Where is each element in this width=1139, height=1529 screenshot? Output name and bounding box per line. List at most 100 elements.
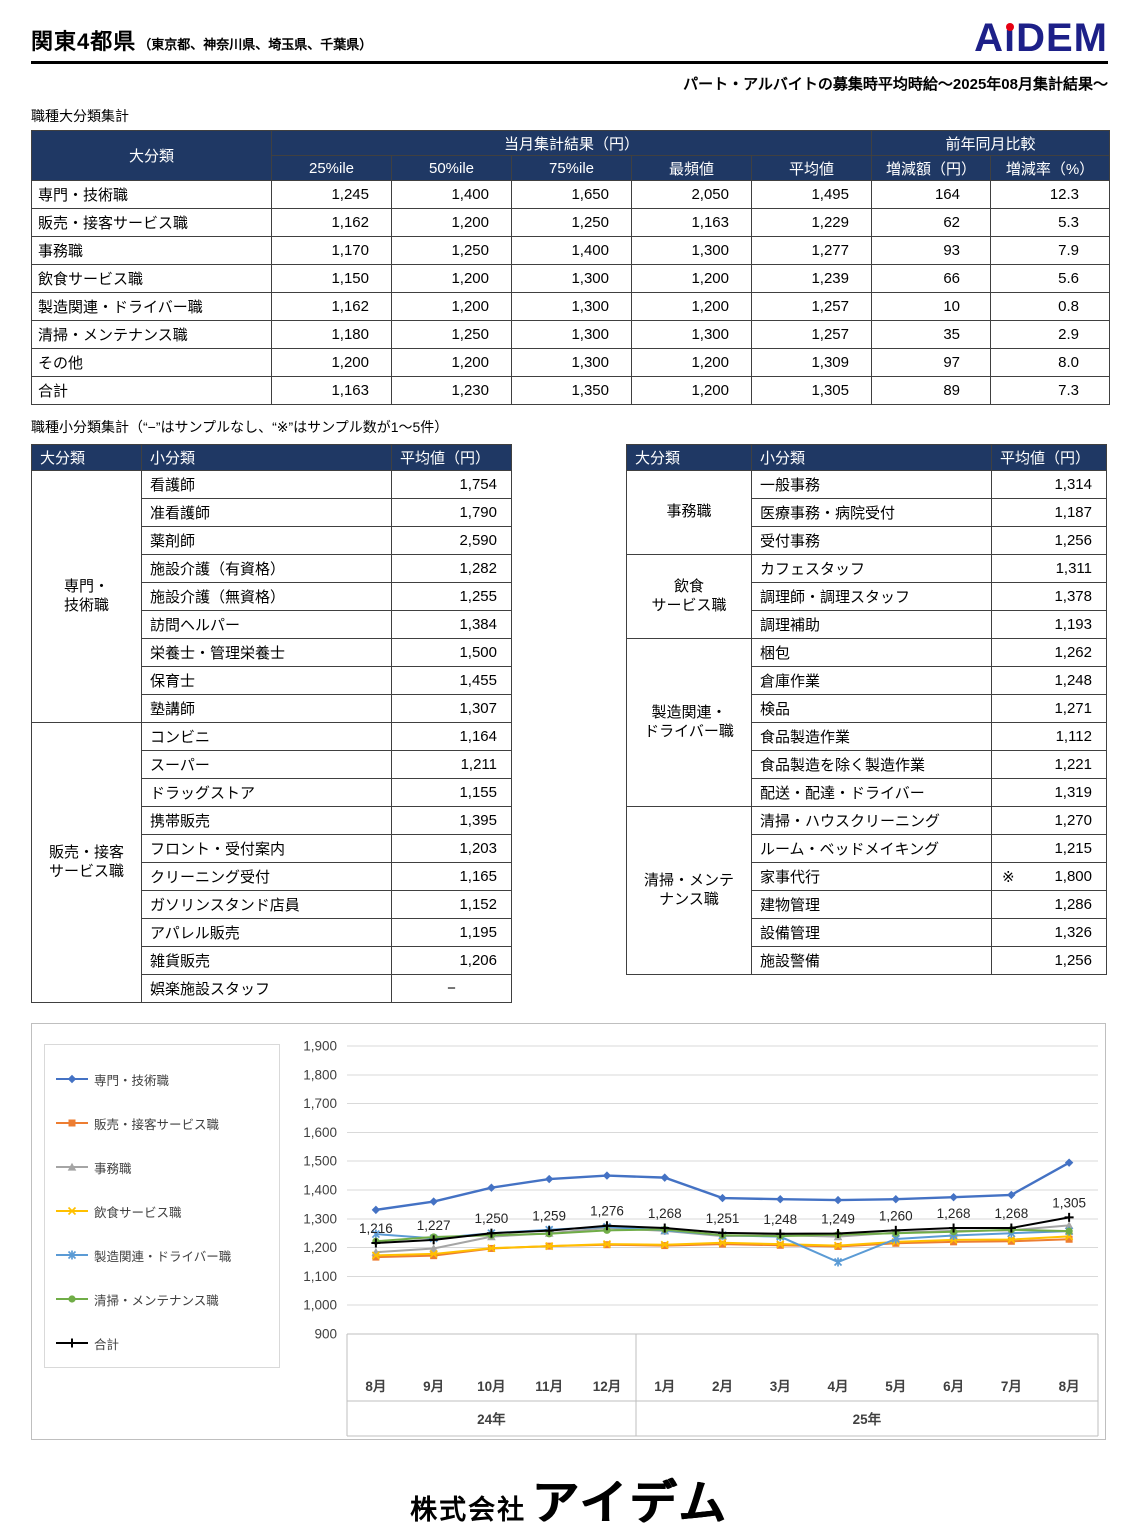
header-divider	[31, 61, 1108, 64]
value-cell: 1,230	[391, 376, 512, 405]
minor-table-row: 検品 1,271	[627, 694, 1107, 723]
aidem-logo: Aı DEM	[974, 18, 1108, 58]
value-cell: 1,309	[751, 348, 872, 377]
average-value-cell: 1,256	[991, 526, 1107, 555]
svg-text:9月: 9月	[423, 1379, 444, 1394]
value-cell: 1,200	[631, 292, 752, 321]
svg-text:4月: 4月	[828, 1379, 849, 1394]
minor-table-row: 准看護師 1,790	[32, 498, 512, 527]
major-category-table: 大分類 当月集計結果（円） 前年同月比較 25%ile 50%ile 75%ile 最…	[31, 130, 1111, 405]
report-subtitle: パート・アルバイトの募集時平均時給～2025年08月集計結果～	[683, 76, 1108, 93]
subcategory-name: 建物管理	[751, 890, 992, 919]
svg-text:3月: 3月	[770, 1379, 791, 1394]
subcategory-name: 薬剤師	[141, 526, 392, 555]
minor-table-row: 製造関連・ ドライバー職 梱包 1,262	[626, 638, 1107, 807]
subcategory-name: 一般事務	[751, 470, 992, 499]
average-value-cell: 1,314	[991, 470, 1107, 499]
minor-table-row: ガソリンスタンド店員 1,152	[32, 890, 512, 919]
legend-label: 製造関連・ドライバー職	[94, 1249, 232, 1264]
major-category-section: 職種大分類集計 大分類 当月集計結果（円） 前年同月比較 25%ile 50%il…	[31, 106, 1111, 405]
subcategory-name: 家事代行	[751, 862, 992, 891]
legend-item-4: 製造関連・ドライバー職	[55, 1233, 269, 1277]
minor-table-row: 施設警備 1,256	[627, 946, 1107, 975]
svg-text:1,251: 1,251	[706, 1211, 740, 1226]
average-value-cell: 1,319	[991, 778, 1107, 807]
svg-text:11月: 11月	[535, 1379, 563, 1394]
legend-label: 専門・技術職	[94, 1073, 170, 1088]
subcategory-name: 携帯販売	[141, 806, 392, 835]
average-value-cell: 1,311	[991, 554, 1107, 583]
subcategory-name: 施設介護（無資格）	[141, 582, 392, 611]
company-brand: アイデム	[532, 1476, 729, 1529]
minor-table-row: ルーム・ベッドメイキング 1,215	[627, 834, 1107, 863]
value-cell: 93	[871, 236, 991, 265]
value-cell: 8.0	[989, 348, 1111, 377]
sample-note-mark: ※	[1002, 868, 1015, 886]
subcategory-name: コンビニ	[141, 722, 392, 751]
subcategory-name: 医療事務・病院受付	[751, 498, 992, 527]
value-text: 1,800	[1054, 867, 1092, 885]
svg-text:1,216: 1,216	[359, 1221, 393, 1236]
major-category-cell: 販売・接客 サービス職	[31, 722, 142, 1003]
minor-table-row: 倉庫作業 1,248	[627, 666, 1107, 695]
legend-item-3: 飲食サービス職	[55, 1189, 269, 1233]
value-cell: 1,162	[271, 208, 392, 237]
svg-text:1,268: 1,268	[648, 1206, 682, 1221]
minor-table-row: 保育士 1,455	[32, 666, 512, 695]
category-label: 製造関連・ドライバー職	[31, 292, 272, 321]
subcategory-name: フロント・受付案内	[141, 834, 392, 863]
trend-chart: 専門・技術職 販売・接客サービス職 事務職 飲食サービス職 製造関連・ドライバー職 清掃・…	[31, 1023, 1106, 1440]
x-axis: 8月 9月 10月 11月 12月 1月 2月 3月 4月 5月 6月 7月 8月 24年 25年	[346, 1333, 1099, 1437]
major-table-row: 専門・技術職 1,245 1,400 1,650 2,050 1,495 164 12.3	[31, 180, 1111, 209]
average-value-cell: 1,221	[991, 750, 1107, 779]
average-value-cell: 1,211	[391, 750, 512, 779]
footer-company-logo: 株式会社 アイデム	[31, 1464, 1108, 1529]
value-cell: 62	[871, 208, 991, 237]
svg-text:900: 900	[314, 1327, 337, 1342]
subcategory-name: 受付事務	[751, 526, 992, 555]
average-value-cell: ※ 1,800	[991, 862, 1107, 891]
average-value-cell: 1,164	[391, 722, 512, 751]
subcategory-name: クリーニング受付	[141, 862, 392, 891]
legend-label: 販売・接客サービス職	[94, 1117, 220, 1132]
value-cell: 1,229	[751, 208, 872, 237]
minor-right-head: 大分類 小分類 平均値（円）	[626, 444, 1107, 471]
subcategory-name: 娯楽施設スタッフ	[141, 974, 392, 1003]
value-cell: 1,200	[631, 264, 752, 293]
value-cell: 1,163	[271, 376, 392, 405]
svg-text:1,260: 1,260	[879, 1208, 913, 1223]
major-table-row: 清掃・メンテナンス職 1,180 1,250 1,300 1,300 1,257 35 2.9	[31, 320, 1111, 349]
minor-tables-wrap: 大分類 小分類 平均値（円） 専門・ 技術職 看護師 1,754 准看護師 1,790 薬剤師 2…	[31, 444, 1108, 1003]
col-header-%: 増減率（%）	[989, 155, 1111, 181]
major-category-cell: 製造関連・ ドライバー職	[626, 638, 752, 807]
legend-marker-x	[56, 1206, 88, 1216]
value-cell: 1,200	[391, 264, 512, 293]
legend-item-0: 専門・技術職	[55, 1057, 269, 1101]
value-cell: 1,170	[271, 236, 392, 265]
svg-text:8月: 8月	[1059, 1379, 1080, 1394]
col-header-: 増減額（円）	[871, 155, 991, 181]
legend-marker-square	[56, 1119, 88, 1127]
category-label: 販売・接客サービス職	[31, 208, 272, 237]
svg-text:1,268: 1,268	[937, 1206, 971, 1221]
value-cell: 1,239	[751, 264, 872, 293]
svg-text:1,250: 1,250	[475, 1211, 509, 1226]
subcategory-name: 看護師	[141, 470, 392, 499]
minor-table-row: 薬剤師 2,590	[32, 526, 512, 555]
average-value-cell: 1,286	[991, 890, 1107, 919]
major-category-cell: 清掃・メンテ ナンス職	[626, 806, 752, 975]
minor-table-row: 栄養士・管理栄養士 1,500	[32, 638, 512, 667]
average-value-cell: 1,152	[391, 890, 512, 919]
minor-col-header: 小分類	[141, 444, 392, 471]
minor-table-row: 施設介護（無資格） 1,255	[32, 582, 512, 611]
value-cell: 5.6	[989, 264, 1111, 293]
average-value-cell: 1,754	[391, 470, 512, 499]
series-data-labels: 1,216 1,227 1,250 1,259 1,276 1,268 1,251 1,248…	[359, 1195, 1086, 1236]
company-prefix: 株式会社	[410, 1495, 527, 1525]
col-header-50%ile: 50%ile	[391, 155, 512, 181]
average-value-cell: 1,206	[391, 946, 512, 975]
col-header-75%ile: 75%ile	[511, 155, 632, 181]
svg-text:1,400: 1,400	[303, 1183, 337, 1198]
major-category-cell: 飲食 サービス職	[626, 554, 752, 639]
subcategory-name: 塾講師	[141, 694, 392, 723]
